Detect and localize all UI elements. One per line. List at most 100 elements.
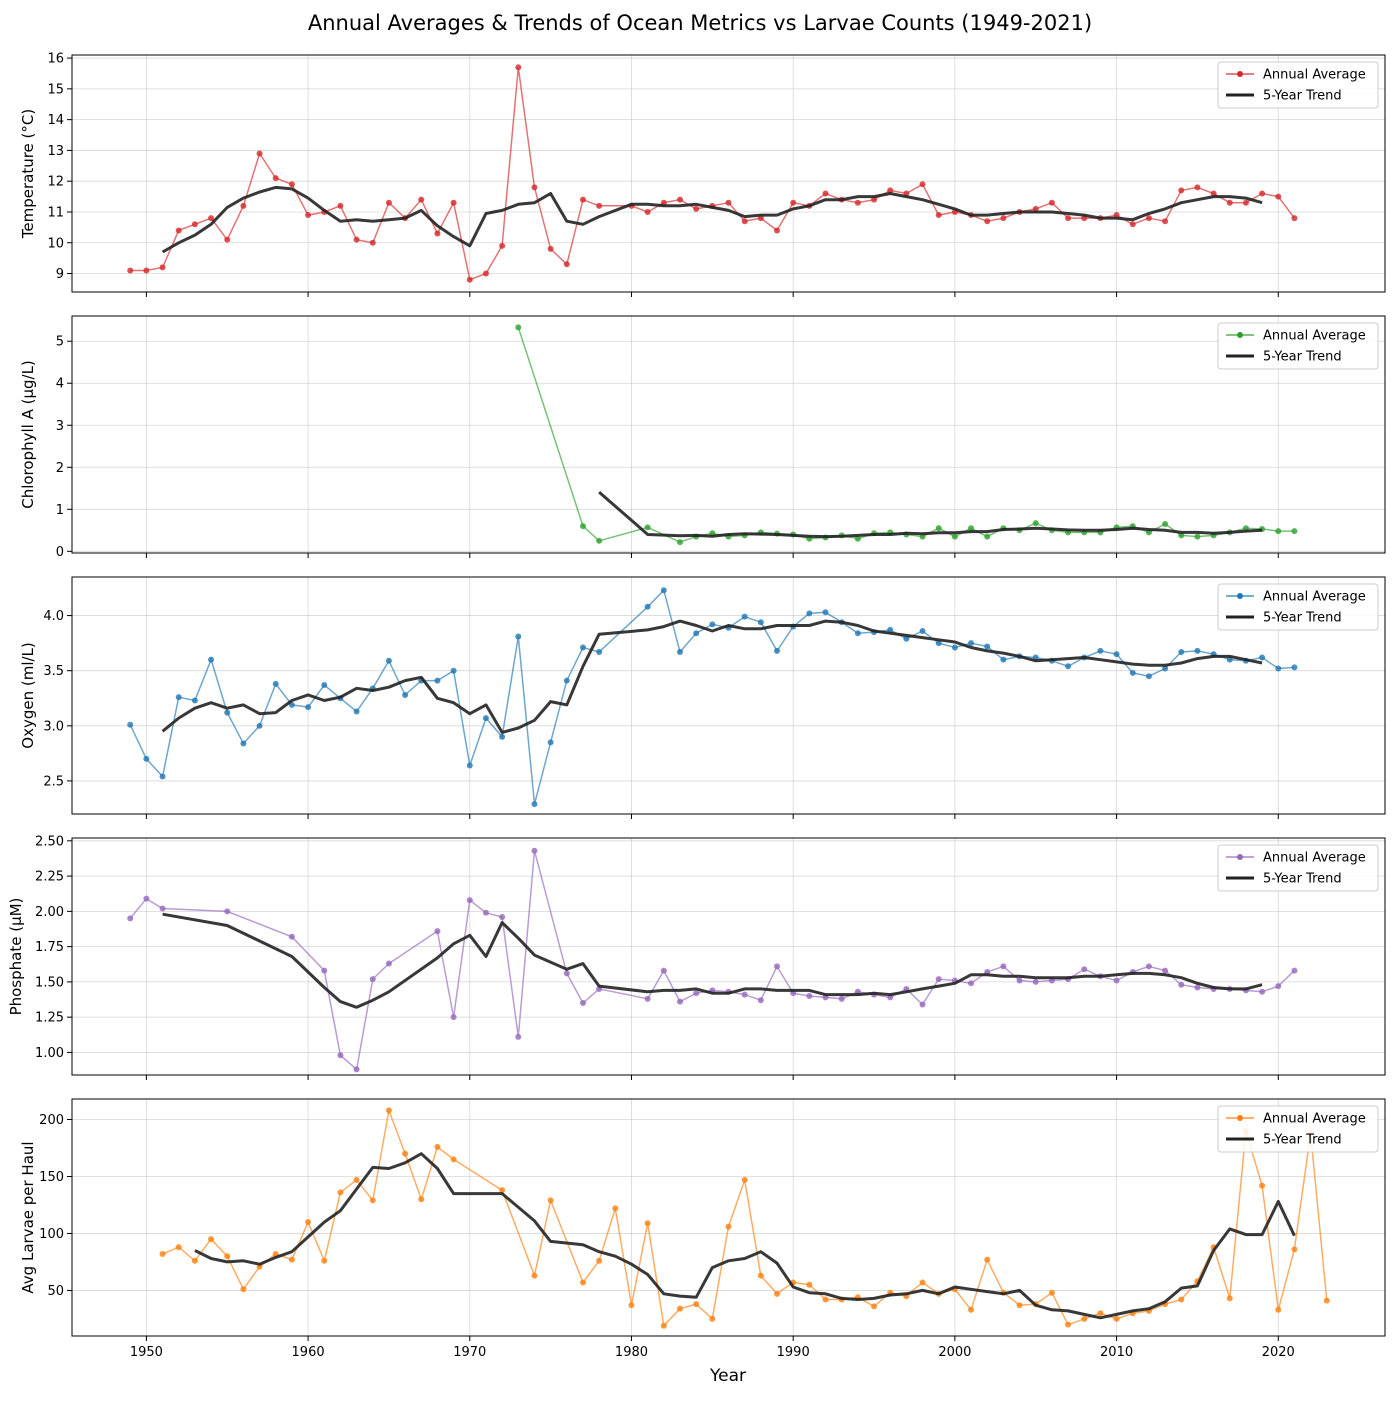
x-tick-label: 1990 (777, 1345, 810, 1360)
annual-average-point (887, 187, 894, 194)
annual-average-point (676, 998, 683, 1005)
annual-average-point (272, 680, 279, 687)
x-tick-label: 2020 (1262, 1345, 1295, 1360)
annual-average-point (224, 908, 231, 915)
annual-average-point (1065, 215, 1072, 222)
x-tick-label: 2000 (938, 1345, 971, 1360)
subplot-2: 0 1 2 3 4 5 Chlorophyll A (μg/L) Annual Average… (19, 315, 1386, 560)
annual-average-line (162, 1107, 1328, 1328)
annual-average-point (127, 721, 134, 728)
legend-frame (1217, 844, 1379, 892)
annual-average-point (143, 755, 150, 762)
annual-average-point (1016, 977, 1023, 984)
annual-average-point (854, 535, 861, 542)
y-tick-label: 1.50 (35, 975, 64, 990)
annual-average-point (1162, 967, 1169, 974)
legend-annual-marker (1237, 332, 1243, 338)
axes-frame (71, 315, 1386, 554)
annual-average-point (596, 537, 603, 544)
annual-average-point (838, 995, 845, 1002)
annual-average-point (612, 1205, 619, 1212)
annual-average-point (628, 1302, 635, 1309)
annual-average-point (1162, 521, 1169, 528)
y-tick-label: 2.25 (35, 870, 64, 885)
annual-average-point (806, 610, 813, 617)
annual-average-point (240, 1286, 247, 1293)
annual-average-point (288, 1256, 295, 1263)
annual-average-point (385, 199, 392, 206)
annual-average-point (369, 1197, 376, 1204)
y-tick-label: 3.0 (43, 719, 64, 734)
annual-average-point (822, 190, 829, 197)
annual-average-point (693, 1301, 700, 1308)
annual-average-point (644, 995, 651, 1002)
legend: Annual Average 5-Year Trend (1217, 1105, 1379, 1153)
annual-average-point (1291, 215, 1298, 222)
annual-average-point (466, 762, 473, 769)
y-tick-label: 3 (56, 419, 64, 434)
annual-average-point (321, 967, 328, 974)
annual-average-point (418, 1196, 425, 1203)
annual-average-point (305, 704, 312, 711)
y-tick-label: 1 (56, 503, 64, 518)
annual-average-point (1194, 184, 1201, 191)
annual-average-point (305, 1219, 312, 1226)
annual-average-point (143, 267, 150, 274)
annual-average-point (208, 656, 215, 663)
legend-annual-marker (1237, 71, 1243, 77)
annual-average-point (741, 1176, 748, 1183)
annual-average-point (871, 196, 878, 203)
annual-average-point (1275, 528, 1282, 535)
annual-average-point (1016, 1302, 1023, 1309)
annual-average-point (1194, 984, 1201, 991)
annual-average-point (499, 242, 506, 249)
annual-average-point (531, 801, 538, 808)
annual-average-point (1145, 963, 1152, 970)
legend-annual-label: Annual Average (1263, 329, 1366, 344)
y-tick-label: 11 (47, 205, 64, 220)
annual-average-point (919, 1001, 926, 1008)
legend: Annual Average 5-Year Trend (1217, 583, 1379, 631)
y-tick-label: 150 (39, 1170, 64, 1185)
annual-average-point (1113, 651, 1120, 658)
legend-annual-marker (1237, 1115, 1243, 1121)
annual-average-point (660, 1322, 667, 1329)
y-tick-label: 12 (47, 175, 64, 190)
annual-average-point (563, 261, 570, 268)
legend-annual-marker (1237, 854, 1243, 860)
annual-average-point (774, 1290, 781, 1297)
annual-average-point (1259, 190, 1266, 197)
annual-average-point (305, 212, 312, 219)
annual-average-point (644, 524, 651, 531)
annual-average-point (337, 1052, 344, 1059)
x-axis-label: Year (709, 1366, 746, 1386)
annual-average-point (1226, 1295, 1233, 1302)
annual-average-point (579, 644, 586, 651)
annual-average-point (1081, 966, 1088, 973)
annual-average-point (159, 905, 166, 912)
annual-average-point (1275, 193, 1282, 200)
legend-trend-label: 5-Year Trend (1263, 89, 1342, 104)
annual-average-point (1000, 215, 1007, 222)
annual-average-point (854, 199, 861, 206)
y-axis-label: Temperature (°C) (19, 109, 37, 239)
y-tick-label: 15 (47, 82, 64, 97)
annual-average-point (288, 181, 295, 188)
annual-average-point (499, 1187, 506, 1194)
annual-average-point (224, 709, 231, 716)
annual-average-point (1291, 1246, 1298, 1253)
annual-average-point (774, 963, 781, 970)
annual-average-point (321, 682, 328, 689)
annual-average-point (984, 643, 991, 650)
annual-average-point (984, 1256, 991, 1263)
annual-average-point (1210, 190, 1217, 197)
annual-average-point (741, 613, 748, 620)
annual-average-point (919, 1279, 926, 1286)
annual-average-point (644, 1220, 651, 1227)
figure-title: Annual Averages & Trends of Ocean Metric… (308, 11, 1092, 35)
annual-average-point (482, 270, 489, 277)
annual-average-point (1032, 205, 1039, 212)
annual-average-point (693, 205, 700, 212)
subplot-3: 2.5 3.0 3.5 4.0 Oxygen (ml/L) Annual Average 5… (19, 576, 1386, 819)
annual-average-point (159, 264, 166, 271)
